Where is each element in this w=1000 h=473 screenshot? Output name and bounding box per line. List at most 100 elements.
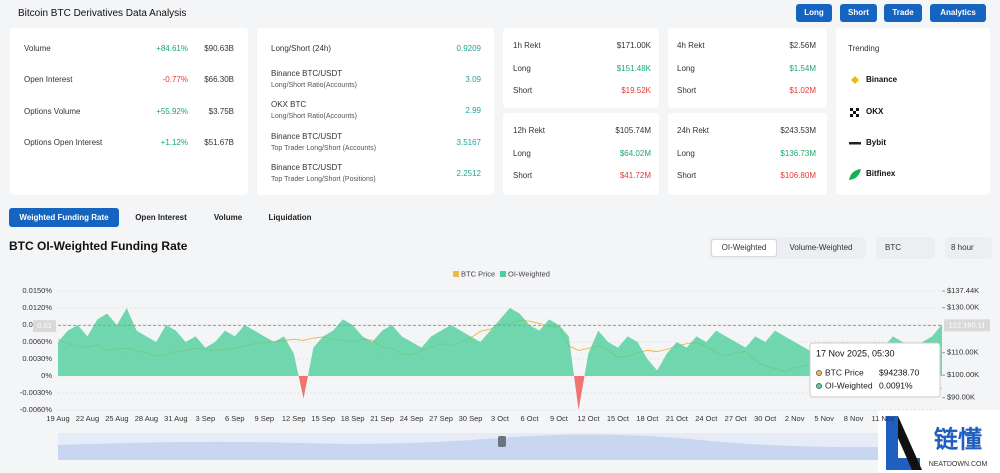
tab[interactable]: Open Interest [135, 213, 187, 223]
x-tick-label: 15 Oct [607, 414, 630, 423]
y-tick-label: -0.0060% [20, 405, 52, 414]
label: Binance [866, 75, 897, 85]
navigator-handle[interactable] [498, 436, 506, 447]
label: +55.92% [156, 107, 188, 117]
x-tick-label: 27 Oct [725, 414, 748, 423]
tooltip-title: 17 Nov 2025, 05:30 [816, 348, 895, 358]
x-tick-label: 5 Nov [814, 414, 834, 423]
watermark-text: 链懂 [934, 425, 982, 453]
x-tick-label: 12 Oct [577, 414, 600, 423]
label: $2.56M [789, 41, 816, 51]
label: $3.75B [209, 107, 234, 117]
x-tick-label: 2 Nov [785, 414, 805, 423]
y-tick-label: 0.0120% [22, 303, 52, 312]
crosshair-label: 0.01 [37, 321, 52, 330]
label: $106.80M [780, 171, 816, 181]
x-tick-label: 3 Sep [196, 414, 216, 423]
x-tick-label: 9 Sep [254, 414, 274, 423]
x-tick-label: 18 Oct [636, 414, 659, 423]
label: Long [677, 64, 695, 74]
label: Bitfinex [866, 169, 895, 179]
label: Top Trader Long/Short (Positions) [271, 175, 376, 184]
x-tick-label: 11 Nov [871, 414, 894, 423]
x-tick-label: 30 Sep [459, 414, 483, 423]
label: $19.52K [621, 86, 651, 96]
x-tick-label: 12 Sep [282, 414, 306, 423]
label: 0.9209 [457, 44, 481, 54]
label: OKX [866, 107, 883, 117]
x-tick-label: 31 Aug [164, 414, 187, 423]
label: Long/Short Ratio(Accounts) [271, 81, 357, 90]
x-tick-label: 25 Aug [105, 414, 128, 423]
legend-swatch [500, 271, 506, 277]
tooltip-value: $94238.70 [879, 367, 919, 377]
label: Short [677, 171, 696, 181]
x-tick-label: 8 Nov [844, 414, 864, 423]
toggle-option[interactable]: OI-Weighted [722, 243, 767, 253]
tooltip-dot [816, 370, 821, 375]
x-tick-label: 9 Oct [550, 414, 569, 423]
label: 1h Rekt [513, 41, 541, 51]
tab[interactable]: Volume [214, 213, 242, 223]
y-tick-label: -0.0030% [20, 388, 52, 397]
exchange-icons [849, 76, 861, 180]
page-title: Bitcoin BTC Derivatives Data Analysis [18, 7, 186, 20]
tab[interactable]: Weighted Funding Rate [19, 213, 108, 223]
nav-button-label[interactable]: Trade [892, 8, 913, 18]
label: $151.48K [617, 64, 651, 74]
tooltip-value: 0.0091% [879, 380, 913, 390]
nav-button-label[interactable]: Short [848, 8, 869, 18]
label: $1.54M [789, 64, 816, 74]
y-tick-label: 0.0150% [22, 286, 52, 295]
label: $41.72M [620, 171, 651, 181]
y2-tick-label: $130.00K [947, 303, 979, 312]
x-tick-label: 28 Aug [135, 414, 158, 423]
crosshair-label: 122,160.11 [949, 320, 986, 329]
label: 3.5167 [457, 138, 481, 148]
tab[interactable]: Liquidation [268, 213, 311, 223]
label: -0.77% [163, 75, 188, 85]
label: 4h Rekt [677, 41, 705, 51]
label: Long/Short (24h) [271, 44, 331, 54]
label: Binance BTC/USDT [271, 132, 342, 142]
select-value[interactable]: 8 hour [951, 243, 974, 253]
label: Long/Short Ratio(Accounts) [271, 112, 357, 121]
label: Options Volume [24, 107, 80, 117]
label: Long [677, 149, 695, 159]
y-tick-label: 0% [41, 371, 52, 380]
label: $171.00K [617, 41, 651, 51]
y-tick-label: 0.0060% [22, 337, 52, 346]
label: Trending [848, 44, 879, 54]
label: $64.02M [620, 149, 651, 159]
label: Options Open Interest [24, 138, 102, 148]
label: +1.12% [161, 138, 188, 148]
label: Bybit [866, 138, 886, 148]
label: Long [513, 64, 531, 74]
nav-button-label[interactable]: Long [804, 8, 824, 18]
label: Open Interest [24, 75, 72, 85]
label: $105.74M [615, 126, 651, 136]
label: Binance BTC/USDT [271, 163, 342, 173]
tooltip-name: OI-Weighted [825, 380, 873, 390]
label: 12h Rekt [513, 126, 545, 136]
label: 2.2512 [457, 169, 481, 179]
funding-area [58, 308, 942, 410]
x-tick-label: 19 Aug [46, 414, 69, 423]
tooltip-dot [816, 383, 821, 388]
nav-button-label[interactable]: Analytics [940, 8, 976, 18]
x-tick-label: 15 Sep [311, 414, 335, 423]
label: $51.67B [204, 138, 234, 148]
x-tick-label: 21 Oct [666, 414, 689, 423]
label: $243.53M [780, 126, 816, 136]
legend-swatch [453, 271, 459, 277]
select-value[interactable]: BTC [885, 243, 901, 253]
label: Short [513, 86, 532, 96]
label: Top Trader Long/Short (Accounts) [271, 144, 376, 153]
x-tick-label: 21 Sep [370, 414, 394, 423]
label: 2.99 [465, 106, 481, 116]
toggle-option[interactable]: Volume-Weighted [790, 243, 853, 253]
x-tick-label: 30 Oct [754, 414, 777, 423]
x-tick-label: 24 Sep [400, 414, 424, 423]
y2-tick-label: $100.00K [947, 370, 979, 379]
